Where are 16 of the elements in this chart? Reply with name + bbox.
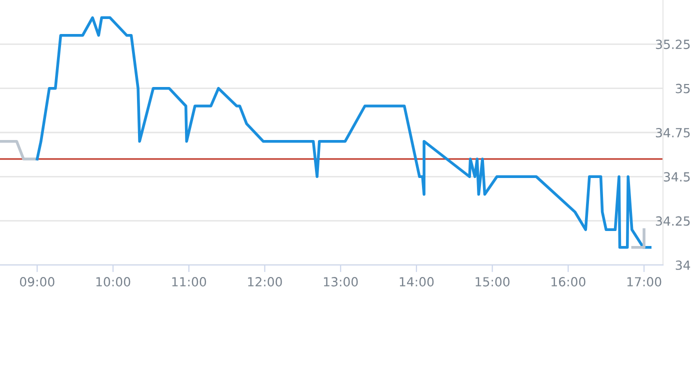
y-tick-label: 34	[676, 260, 690, 270]
line-series	[36, 16, 652, 249]
y-tick-label: 34.5	[664, 172, 690, 182]
y-tick-label: 34.75	[656, 128, 690, 138]
x-tick-label: 09:00	[20, 277, 54, 286]
y-tick-label: 35	[676, 84, 690, 94]
y-tick-label: 34.25	[656, 216, 690, 226]
y-tick-label: 35.25	[656, 40, 690, 50]
x-tick-label: 13:00	[324, 277, 358, 286]
x-tick-label: 17:00	[627, 277, 662, 286]
x-tick-label: 11:00	[172, 277, 206, 286]
x-tick-label: 10:00	[96, 277, 130, 286]
x-tick-label: 16:00	[552, 277, 586, 286]
x-tick-label: 14:00	[400, 277, 434, 286]
x-tick-label: 12:00	[248, 277, 282, 286]
x-tick-label: 15:00	[476, 277, 510, 286]
